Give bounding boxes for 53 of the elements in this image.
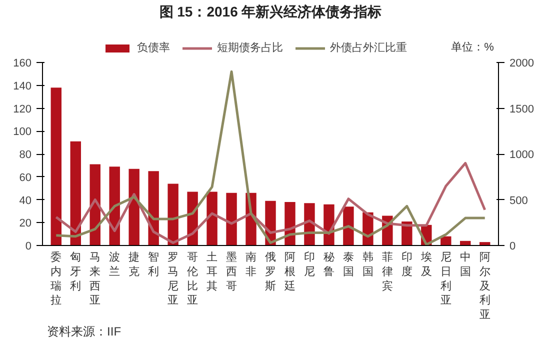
x-tick-label: 埃及 <box>420 250 432 278</box>
line-series <box>54 162 486 244</box>
x-tick-label: 波兰 <box>109 250 120 278</box>
y-tick-label: 40 <box>19 194 32 207</box>
x-tick-label: 韩国 <box>362 250 374 278</box>
line-series <box>54 70 486 246</box>
x-tick-label: 阿根廷 <box>283 252 296 292</box>
x-tick-label: 尼日利亚 <box>440 252 452 307</box>
y-tick-label: 160 <box>13 58 32 70</box>
x-tick-label: 匈牙利 <box>70 252 82 292</box>
x-tick-label: 秘鲁 <box>323 252 334 278</box>
bar <box>206 192 218 246</box>
text: 资料来源：IIF <box>47 324 122 338</box>
x-tick-label: 委内瑞拉 <box>50 250 62 307</box>
y-tick-label: 20 <box>19 218 32 230</box>
bar <box>50 88 62 246</box>
y-tick-label: 120 <box>13 103 32 116</box>
x-tick-label: 捷克 <box>128 250 140 278</box>
bar <box>148 171 159 246</box>
x-tick-label: 罗马尼亚 <box>168 252 179 307</box>
bar <box>226 192 237 246</box>
y2-tick-label: 1000 <box>510 149 534 161</box>
legend-label: 外债占外汇比重 <box>330 41 407 55</box>
y-tick-label: 100 <box>13 126 32 138</box>
bar <box>343 206 354 246</box>
y-tick-label: 0 <box>25 240 32 252</box>
y-tick-label: 80 <box>19 149 32 161</box>
chart-title: 图 15：2016 年新兴经济体债务指标 <box>159 3 382 20</box>
x-tick-label: 俄罗斯 <box>265 252 276 292</box>
y2-tick-label: 0 <box>510 240 516 252</box>
bar <box>70 141 81 246</box>
x-tick-label: 马来西亚 <box>90 252 101 307</box>
y2-tick-label: 1500 <box>510 103 534 116</box>
bar <box>128 168 140 246</box>
x-tick-label: 阿尔及利亚 <box>479 252 490 322</box>
x-tick-label: 印度 <box>401 250 412 278</box>
x-tick-label: 泰国 <box>342 252 354 278</box>
y-tick-label: 60 <box>19 172 32 184</box>
legend-label: 短期债务占比 <box>217 41 283 55</box>
x-tick-label: 哥伦比亚 <box>187 252 198 307</box>
x-tick-label: 智利 <box>148 252 160 278</box>
bar <box>168 184 178 246</box>
legend-label: 负债率 <box>137 40 170 55</box>
x-tick-label: 印尼 <box>304 250 315 278</box>
x-tick-label: 墨西哥 <box>226 252 238 292</box>
text: 单位：% <box>451 40 494 54</box>
x-tick-label: 中国 <box>460 250 471 278</box>
y2-tick-label: 2000 <box>510 58 534 70</box>
x-tick-label: 菲律宾 <box>382 250 393 292</box>
x-tick-label: 土耳其 <box>206 250 218 292</box>
x-tick-label: 南非 <box>246 250 257 278</box>
y2-tick-label: 500 <box>510 194 528 207</box>
y-tick-label: 140 <box>13 80 32 92</box>
